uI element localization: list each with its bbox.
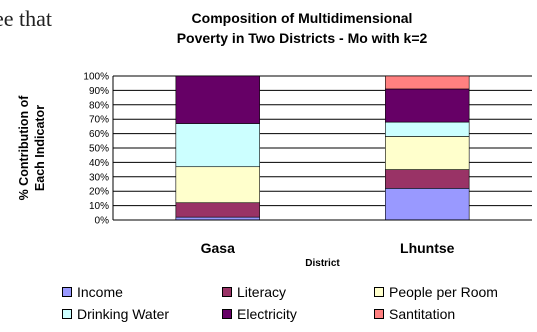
legend-label: Santitation xyxy=(389,306,456,322)
bar-segment xyxy=(385,188,470,221)
legend-swatch xyxy=(62,309,72,319)
bar-segment xyxy=(385,136,470,170)
bar-segment xyxy=(385,169,470,189)
y-tick-label: 60% xyxy=(89,129,109,140)
chart-title-line-2: Poverty in Two Districts - Mo with k=2 xyxy=(176,30,428,46)
page-body-text-fragment: ee that xyxy=(0,6,53,31)
y-tick-label: 40% xyxy=(89,158,109,169)
bar-segment xyxy=(175,75,260,124)
legend-label: People per Room xyxy=(389,284,498,300)
legend-swatch xyxy=(222,309,232,319)
x-axis-title: District xyxy=(305,258,340,269)
bar-segment xyxy=(175,123,260,168)
y-tick-label: 100% xyxy=(83,72,109,83)
y-tick-label: 70% xyxy=(89,115,109,126)
chart-title: Composition of Multidimensional Poverty … xyxy=(106,8,498,48)
y-tick-label: 80% xyxy=(89,100,109,111)
y-tick-label: 30% xyxy=(89,172,109,183)
legend-item: Income xyxy=(62,283,123,301)
legend-item: Literacy xyxy=(222,283,286,301)
legend-swatch xyxy=(222,287,232,297)
y-tick-label: 50% xyxy=(89,144,109,155)
legend-item: Drinking Water xyxy=(62,305,169,323)
x-tick-label: Gasa xyxy=(201,240,235,256)
legend-swatch xyxy=(62,287,72,297)
x-tick-label: Lhuntse xyxy=(400,240,455,256)
legend-label: Drinking Water xyxy=(77,306,170,322)
bar-segment xyxy=(385,88,470,123)
bar-segment xyxy=(385,121,470,137)
legend-swatch xyxy=(374,287,384,297)
y-axis-title-line: % Contribution of xyxy=(17,95,31,201)
y-axis-title-line: Each Indicator xyxy=(33,105,47,191)
legend-item: Electricity xyxy=(222,305,297,323)
chart-legend: Income Literacy People per Room Drinking Wa… xyxy=(62,283,532,327)
legend-swatch xyxy=(374,309,384,319)
legend-item: Santitation xyxy=(374,305,455,323)
bar-segment xyxy=(385,75,470,90)
chart-title-line-1: Composition of Multidimensional xyxy=(191,10,413,26)
y-tick-label: 10% xyxy=(89,201,109,212)
legend-label: Electricity xyxy=(237,306,297,322)
y-tick-label: 0% xyxy=(95,216,110,227)
legend-item: People per Room xyxy=(374,283,498,301)
bar-segment xyxy=(175,166,260,204)
legend-label: Literacy xyxy=(237,284,287,300)
bar-segment xyxy=(175,202,260,218)
y-tick-label: 20% xyxy=(89,187,109,198)
y-tick-label: 90% xyxy=(89,86,109,97)
legend-label: Income xyxy=(77,284,123,300)
